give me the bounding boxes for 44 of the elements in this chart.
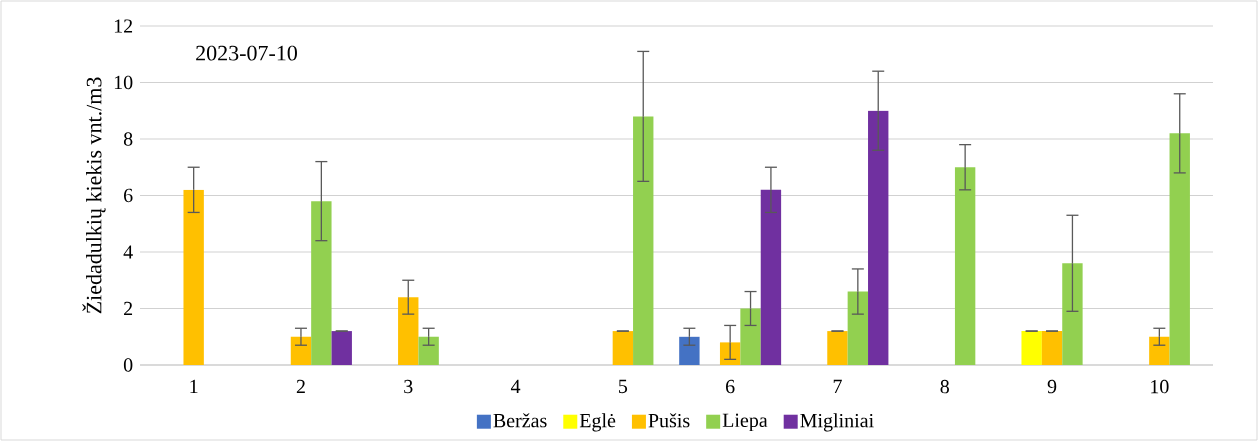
- bar: [1149, 336, 1170, 365]
- legend-label: Beržas: [493, 413, 547, 428]
- bar: [633, 116, 654, 365]
- y-tick-label: 8: [123, 132, 133, 146]
- bar: [868, 110, 889, 365]
- y-axis-title: Žiedadulkių kiekis vnt./m3: [82, 77, 106, 314]
- legend-label: Eglė: [579, 413, 616, 432]
- bar: [290, 336, 312, 365]
- y-tick-label: 0: [123, 358, 133, 372]
- bar: [398, 297, 419, 365]
- bar: [740, 308, 761, 365]
- x-tick-label: 2: [296, 379, 305, 394]
- bar: [1062, 263, 1083, 365]
- y-tick-label: 2: [124, 301, 133, 316]
- x-tick-label: 10: [1151, 379, 1169, 394]
- bar: [760, 189, 782, 365]
- bar: [1169, 133, 1190, 365]
- bar: [1041, 331, 1063, 365]
- x-tick-label: 8: [940, 379, 949, 394]
- annotation: 2023-07-10: [196, 45, 297, 61]
- bar: [954, 167, 976, 365]
- x-tick-label: 1: [190, 379, 198, 394]
- legend-label: Migliniai: [800, 413, 874, 432]
- legend-label: Pušis: [648, 413, 690, 428]
- bar: [183, 189, 204, 365]
- y-tick-label: 10: [114, 75, 133, 90]
- bar: [331, 331, 352, 365]
- bar: [311, 201, 332, 365]
- y-tick-label: 4: [123, 245, 133, 259]
- y-tick-label: 12: [114, 19, 133, 33]
- x-tick-label: 6: [726, 379, 735, 394]
- bar: [418, 336, 439, 365]
- x-tick-label: 9: [1047, 379, 1057, 394]
- bar: [612, 331, 634, 365]
- x-tick-label: 7: [833, 379, 842, 393]
- x-tick-label: 3: [404, 379, 413, 394]
- bar: [827, 331, 848, 365]
- legend-label: Liepa: [722, 413, 768, 432]
- bar: [847, 291, 869, 365]
- x-tick-label: 5: [619, 379, 628, 394]
- bar: [679, 336, 700, 365]
- x-tick-label: 4: [510, 379, 521, 394]
- bar: [1021, 331, 1042, 365]
- y-tick-label: 6: [124, 188, 133, 203]
